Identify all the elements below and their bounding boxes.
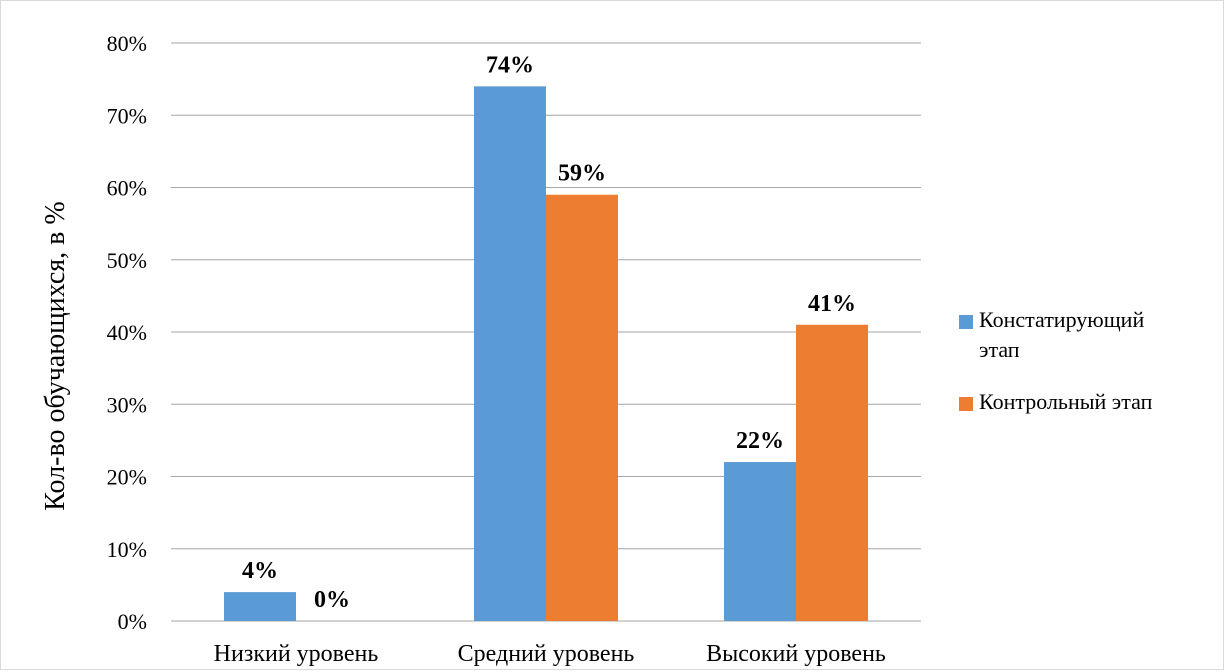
category-label: Средний уровень <box>458 641 635 667</box>
data-labels: 4% 0% 74% 59% 22% 41% <box>242 52 856 613</box>
data-label: 74% <box>486 52 534 78</box>
y-tick-label: 60% <box>107 176 147 201</box>
y-tick-label: 20% <box>107 465 147 490</box>
data-label: 41% <box>808 291 856 317</box>
y-tick-label: 30% <box>107 392 147 417</box>
data-label: 22% <box>736 428 784 454</box>
y-tick-label: 50% <box>107 248 147 273</box>
data-label: 0% <box>314 587 350 613</box>
data-label: 59% <box>558 161 606 187</box>
y-tick-label: 40% <box>107 320 147 345</box>
bar-series-0-1 <box>474 86 546 622</box>
y-axis-title: Кол-во обучающихся, в % <box>40 201 71 510</box>
y-tick-label: 80% <box>107 31 147 56</box>
bars <box>224 86 868 622</box>
data-label: 4% <box>242 558 278 584</box>
category-label: Высокий уровень <box>706 641 886 667</box>
legend-swatch <box>959 315 973 329</box>
bar-series-1-2 <box>796 324 868 621</box>
bar-series-0-2 <box>724 462 796 621</box>
category-labels: Низкий уровень Средний уровень Высокий уро… <box>214 641 886 667</box>
legend-label: этап <box>979 337 1020 362</box>
category-label: Низкий уровень <box>214 641 379 667</box>
legend-label: Констатирующий <box>979 307 1144 332</box>
y-tick-label: 10% <box>107 537 147 562</box>
legend: Констатирующий этап Контрольный этап <box>959 307 1153 414</box>
y-tick-label: 70% <box>107 103 147 128</box>
y-tick-label: 0% <box>118 609 147 634</box>
legend-label: Контрольный этап <box>979 389 1153 414</box>
bar-series-1-1 <box>546 194 618 621</box>
y-tick-labels: 0% 10% 20% 30% 40% 50% 60% 70% 80% <box>107 31 147 634</box>
bar-series-0-0 <box>224 592 296 621</box>
legend-swatch <box>959 397 973 411</box>
